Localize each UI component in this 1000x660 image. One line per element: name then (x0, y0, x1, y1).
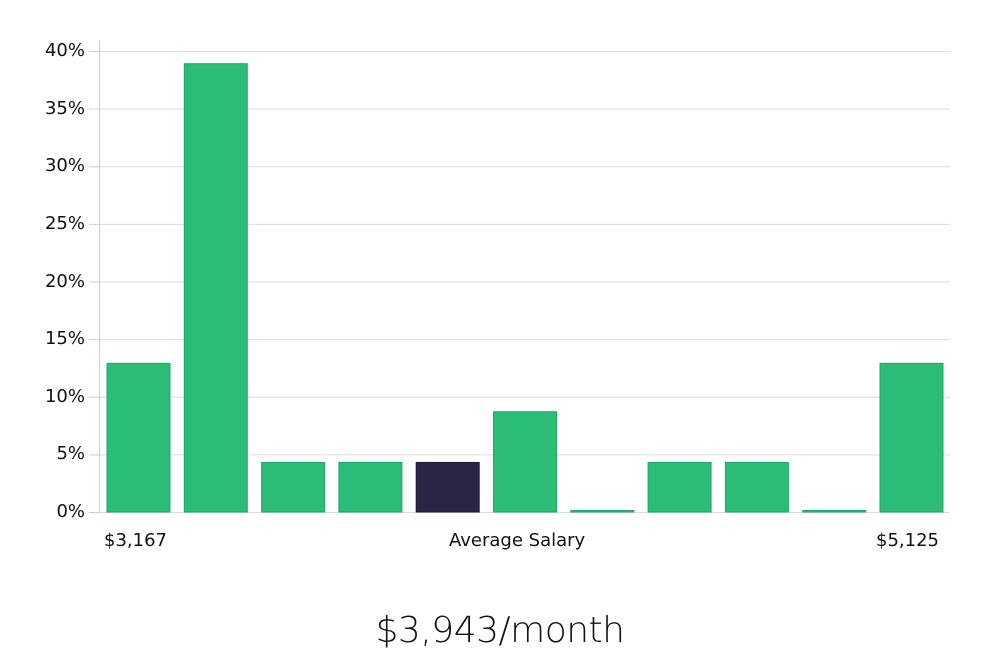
x-axis-title: Average Salary (449, 530, 586, 551)
bar (724, 461, 789, 513)
y-tick-label: 10% (44, 385, 85, 407)
bar (879, 362, 944, 513)
y-tick-label: 20% (44, 270, 85, 292)
bar (338, 461, 403, 513)
y-tick-label: 35% (44, 97, 85, 119)
average-salary-value: $3,943/month (375, 610, 625, 651)
x-max-label: $5,125 (876, 530, 939, 551)
bar (493, 411, 557, 513)
bar (106, 362, 171, 513)
y-tick-label: 15% (44, 328, 85, 350)
chart-canvas (89, 40, 950, 513)
y-tick-label: 25% (44, 212, 85, 234)
y-tick-label: 0% (56, 501, 85, 522)
y-tick-label: 30% (44, 155, 85, 177)
bar (647, 461, 712, 513)
bar-highlighted (415, 461, 480, 513)
bar (802, 510, 867, 513)
y-tick-label: 5% (56, 443, 85, 465)
x-min-label: $3,167 (104, 530, 167, 551)
bar (183, 63, 248, 513)
bar (570, 510, 635, 513)
y-tick-label: 40% (44, 40, 85, 61)
bar (261, 461, 326, 513)
salary-histogram: 0% 5% 10% 15% 20% 25% 30% 35% 40% $3,167 Average… (44, 40, 950, 551)
